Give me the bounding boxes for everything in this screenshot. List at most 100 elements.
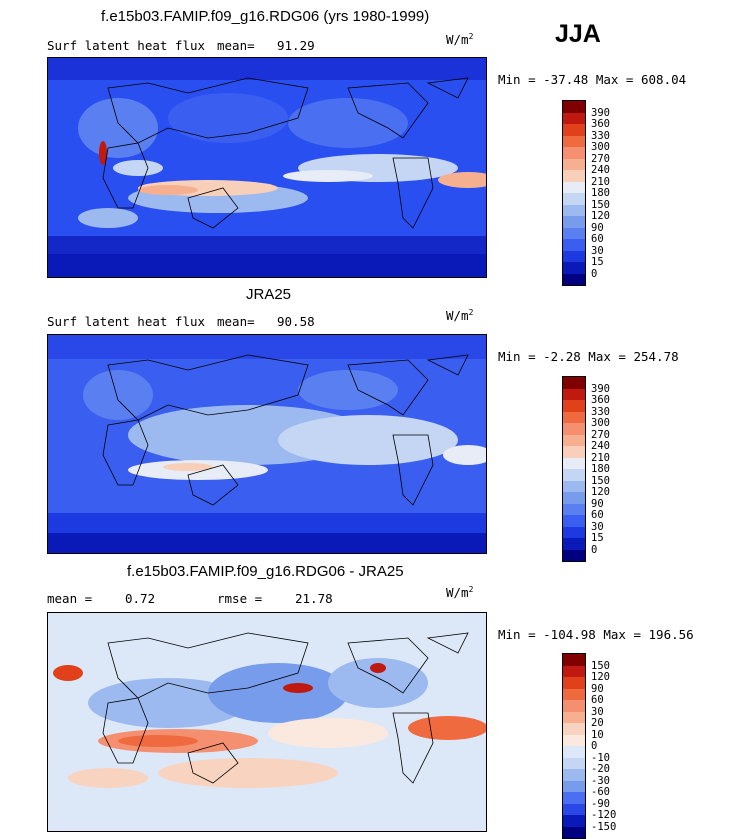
- colorbar-tick-label: -60: [591, 786, 610, 798]
- colorbar-swatch: [563, 193, 585, 205]
- colorbar-swatch: [563, 457, 585, 469]
- colorbar-swatch: [563, 469, 585, 481]
- panel1-mean-label: mean=: [217, 38, 255, 53]
- panel2-minmax: Min = -2.28 Max = 254.78: [498, 349, 679, 364]
- colorbar-tick-label: 180: [591, 187, 610, 199]
- colorbar-tick-label: 330: [591, 129, 610, 142]
- colorbar-swatch: [563, 665, 585, 677]
- colorbar-swatch: [563, 654, 585, 666]
- panel2-colorbar: [562, 376, 586, 562]
- colorbar-tick-label: 120: [591, 210, 610, 222]
- colorbar-tick-label: 20: [591, 717, 604, 729]
- colorbar-tick-label: 150: [591, 659, 610, 672]
- colorbar-swatch: [563, 239, 585, 251]
- colorbar-tick-label: -150: [591, 820, 617, 833]
- model-title: f.e15b03.FAMIP.f09_g16.RDG06 (yrs 1980-1…: [101, 8, 430, 25]
- colorbar-tick-label: 390: [591, 382, 610, 395]
- colorbar-swatch: [563, 700, 585, 712]
- colorbar-tick-label: 210: [591, 175, 610, 188]
- colorbar-swatch: [563, 158, 585, 170]
- obs-title: JRA25: [246, 286, 292, 303]
- colorbar-swatch: [563, 170, 585, 182]
- panel1-minmax: Min = -37.48 Max = 608.04: [498, 72, 687, 87]
- colorbar-swatch: [563, 204, 585, 216]
- panel1-variable: Surf latent heat flux: [47, 38, 206, 53]
- panel3-colorbar: [562, 653, 586, 839]
- colorbar-swatch: [563, 769, 585, 781]
- colorbar-swatch: [563, 746, 585, 758]
- diff-title: f.e15b03.FAMIP.f09_g16.RDG06 - JRA25: [127, 563, 404, 580]
- colorbar-swatch: [563, 135, 585, 147]
- colorbar-swatch: [563, 826, 585, 838]
- panel1-mean-value: 91.29: [277, 38, 315, 53]
- colorbar-swatch: [563, 377, 585, 389]
- colorbar-tick-label: 150: [591, 198, 610, 211]
- panel3-mean-label: mean =: [47, 591, 93, 606]
- colorbar-tick-label: 10: [591, 728, 604, 741]
- panel3-rmse-value: 21.78: [295, 591, 333, 606]
- colorbar-tick-label: 300: [591, 141, 610, 153]
- colorbar-tick-label: 270: [591, 152, 610, 165]
- panel3-rmse-label: rmse =: [217, 591, 263, 606]
- colorbar-tick-label: 60: [591, 509, 604, 521]
- colorbar-tick-label: 90: [591, 221, 604, 234]
- colorbar-tick-label: 30: [591, 244, 604, 257]
- colorbar-swatch: [563, 400, 585, 412]
- colorbar-swatch: [563, 423, 585, 435]
- colorbar-tick-label: 240: [591, 440, 610, 452]
- colorbar-tick-label: 0: [591, 740, 598, 752]
- colorbar-tick-label: 390: [591, 106, 610, 119]
- colorbar-swatch: [563, 815, 585, 827]
- colorbar-tick-label: 90: [591, 682, 604, 695]
- colorbar-tick-label: 15: [591, 532, 604, 544]
- colorbar-tick-label: 120: [591, 671, 610, 683]
- colorbar-tick-label: 240: [591, 164, 610, 176]
- colorbar-tick-label: 60: [591, 233, 604, 245]
- colorbar-tick-label: 60: [591, 694, 604, 706]
- colorbar-swatch: [563, 734, 585, 746]
- colorbar-swatch: [563, 492, 585, 504]
- colorbar-tick-label: -30: [591, 774, 610, 787]
- panel2-map: [47, 334, 487, 554]
- colorbar-tick-label: 300: [591, 417, 610, 429]
- colorbar-tick-label: -90: [591, 797, 610, 810]
- panel3-minmax: Min = -104.98 Max = 196.56: [498, 627, 694, 642]
- colorbar-tick-label: -10: [591, 751, 610, 764]
- colorbar-swatch: [563, 480, 585, 492]
- colorbar-swatch: [563, 411, 585, 423]
- colorbar-tick-label: 180: [591, 463, 610, 475]
- colorbar-swatch: [563, 792, 585, 804]
- colorbar-swatch: [563, 538, 585, 550]
- colorbar-tick-label: -120: [591, 809, 617, 821]
- colorbar-swatch: [563, 446, 585, 458]
- panel1-map: [47, 57, 487, 278]
- colorbar-swatch: [563, 112, 585, 124]
- colorbar-swatch: [563, 273, 585, 285]
- colorbar-tick-label: 30: [591, 520, 604, 533]
- colorbar-swatch: [563, 780, 585, 792]
- colorbar-swatch: [563, 549, 585, 561]
- colorbar-swatch: [563, 262, 585, 274]
- panel1-units: W/m2: [446, 32, 474, 48]
- panel3-units: W/m2: [446, 585, 474, 601]
- colorbar-tick-label: 360: [591, 118, 610, 130]
- panel3-map: [47, 612, 487, 832]
- colorbar-tick-label: 0: [591, 267, 598, 280]
- colorbar-swatch: [563, 101, 585, 113]
- colorbar-swatch: [563, 711, 585, 723]
- colorbar-swatch: [563, 227, 585, 239]
- colorbar-swatch: [563, 124, 585, 136]
- colorbar-swatch: [563, 515, 585, 527]
- colorbar-swatch: [563, 688, 585, 700]
- colorbar-tick-label: -20: [591, 763, 610, 775]
- colorbar-swatch: [563, 723, 585, 735]
- colorbar-tick-label: 270: [591, 428, 610, 441]
- panel2-mean-label: mean=: [217, 314, 255, 329]
- panel1-colorbar: [562, 100, 586, 286]
- colorbar-tick-label: 90: [591, 497, 604, 510]
- colorbar-swatch: [563, 216, 585, 228]
- colorbar-swatch: [563, 803, 585, 815]
- panel2-variable: Surf latent heat flux: [47, 314, 206, 329]
- colorbar-swatch: [563, 147, 585, 159]
- colorbar-swatch: [563, 181, 585, 193]
